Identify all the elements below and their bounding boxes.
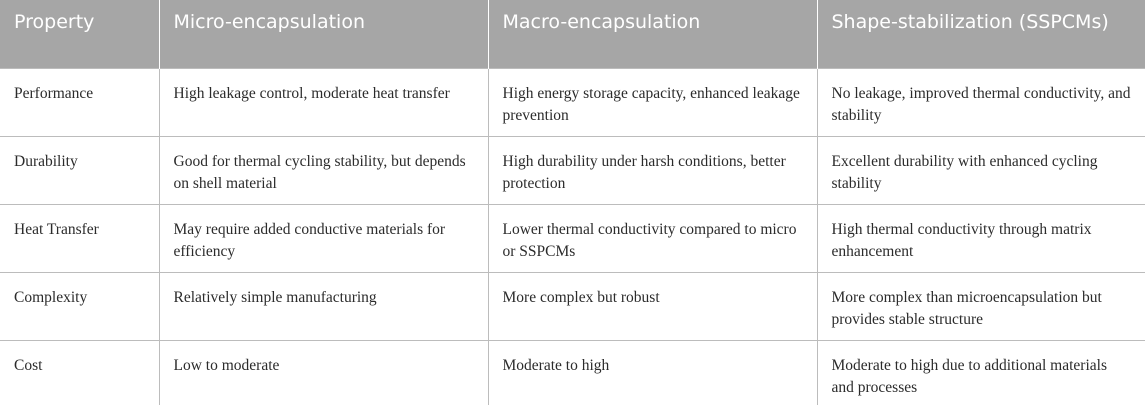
table-cell: More complex than microencapsulation but…: [816, 272, 1145, 340]
table-row: Complexity Relatively simple manufacturi…: [0, 272, 1145, 340]
table-cell: High leakage control, moderate heat tran…: [158, 68, 488, 136]
table-row: Heat Transfer May require added conducti…: [0, 204, 1145, 272]
table-cell: Moderate to high due to additional mater…: [816, 340, 1145, 405]
table-cell: More complex but robust: [487, 272, 817, 340]
table-row: Durability Good for thermal cycling stab…: [0, 136, 1145, 204]
table-cell: Performance: [14, 84, 94, 102]
header-cell-shape-stabilization: Shape-stabilization (SSPCMs): [816, 0, 1145, 68]
table-cell: Cost: [14, 356, 43, 374]
header-cell-property: Property: [14, 11, 95, 33]
table-cell: Durability: [14, 152, 78, 170]
table-row: Cost Low to moderate Moderate to high Mo…: [0, 340, 1145, 405]
table-cell: High durability under harsh conditions, …: [487, 136, 817, 204]
table-cell: High energy storage capacity, enhanced l…: [487, 68, 817, 136]
table-cell: Relatively simple manufacturing: [158, 272, 488, 340]
table-cell: High thermal conductivity through matrix…: [816, 204, 1145, 272]
header-cell-micro-encapsulation: Micro-encapsulation: [158, 0, 488, 68]
header-row: Property Micro-encapsulation Macro-encap…: [0, 0, 1145, 68]
table-cell: May require added conductive materials f…: [158, 204, 488, 272]
table-cell: Heat Transfer: [14, 220, 99, 238]
header-cell-macro-encapsulation: Macro-encapsulation: [487, 0, 817, 68]
table-cell: Good for thermal cycling stability, but …: [158, 136, 488, 204]
table-cell: Low to moderate: [158, 340, 488, 405]
table-cell: Excellent durability with enhanced cycli…: [816, 136, 1145, 204]
table-cell: Moderate to high: [487, 340, 817, 405]
table-cell: Complexity: [14, 288, 88, 306]
table-cell: No leakage, improved thermal conductivit…: [816, 68, 1145, 136]
table-row: Performance High leakage control, modera…: [0, 68, 1145, 136]
table-cell: Lower thermal conductivity compared to m…: [487, 204, 817, 272]
